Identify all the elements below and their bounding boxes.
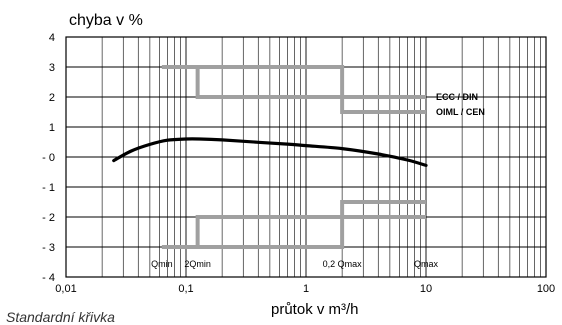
flow-annotation: 0,2 Qmax [323, 259, 363, 269]
y-tick-label: 2 [49, 92, 55, 104]
y-tick-label: - 4 [42, 272, 55, 284]
limit-line-upper [161, 65, 426, 99]
x-tick-label: 10 [420, 283, 432, 295]
x-tick-label: 100 [537, 283, 555, 295]
x-axis-label: průtok v m³/h [271, 301, 359, 318]
y-tick-label: 1 [49, 122, 55, 134]
y-tick-label: - 3 [42, 242, 55, 254]
y-tick-label: 3 [49, 62, 55, 74]
x-tick-label: 0,1 [178, 283, 193, 295]
x-tick-label: 0,01 [55, 283, 76, 295]
flow-annotation: Qmax [414, 259, 439, 269]
y-axis-label: chyba v % [69, 12, 143, 29]
x-tick-label: 1 [303, 283, 309, 295]
limit-line-lower [161, 200, 426, 249]
legend-label: ECC / DIN [436, 92, 478, 102]
limit-line-lower [161, 215, 426, 249]
flow-annotation: Qmin [151, 259, 173, 269]
plot-frame [65, 36, 547, 278]
y-tick-label: - 2 [42, 212, 55, 224]
flow-annotation: 2Qmin [184, 259, 211, 269]
y-tick-label: - 1 [42, 182, 55, 194]
limit-line-upper [161, 65, 426, 114]
chart-caption: Standardní křivka [6, 309, 115, 325]
error-curve-line [112, 137, 428, 167]
legend-label: OIML / CEN [436, 107, 485, 117]
y-tick-label: 4 [49, 32, 55, 44]
y-tick-label: - 0 [42, 152, 55, 164]
